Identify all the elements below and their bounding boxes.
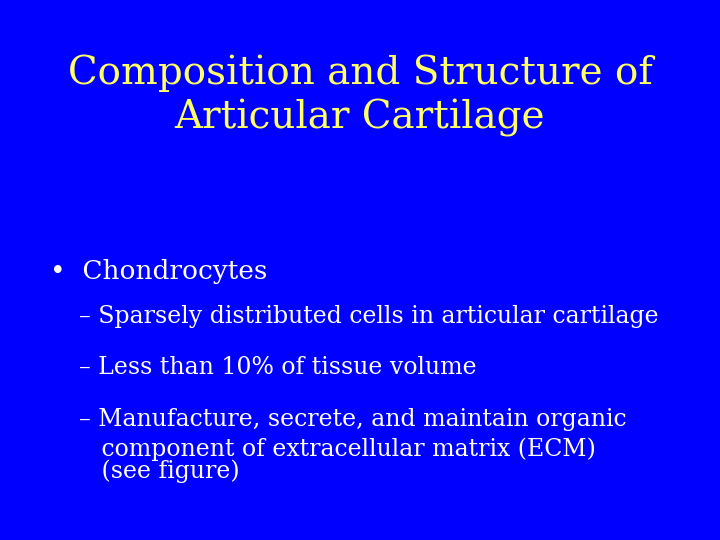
Text: (see figure): (see figure) (79, 459, 240, 483)
Text: – Less than 10% of tissue volume: – Less than 10% of tissue volume (79, 356, 477, 380)
Text: •  Chondrocytes: • Chondrocytes (50, 259, 268, 284)
Text: – Sparsely distributed cells in articular cartilage: – Sparsely distributed cells in articula… (79, 305, 659, 328)
Text: Composition and Structure of
Articular Cartilage: Composition and Structure of Articular C… (68, 54, 652, 137)
Text: – Manufacture, secrete, and maintain organic
   component of extracellular matri: – Manufacture, secrete, and maintain org… (79, 408, 627, 461)
